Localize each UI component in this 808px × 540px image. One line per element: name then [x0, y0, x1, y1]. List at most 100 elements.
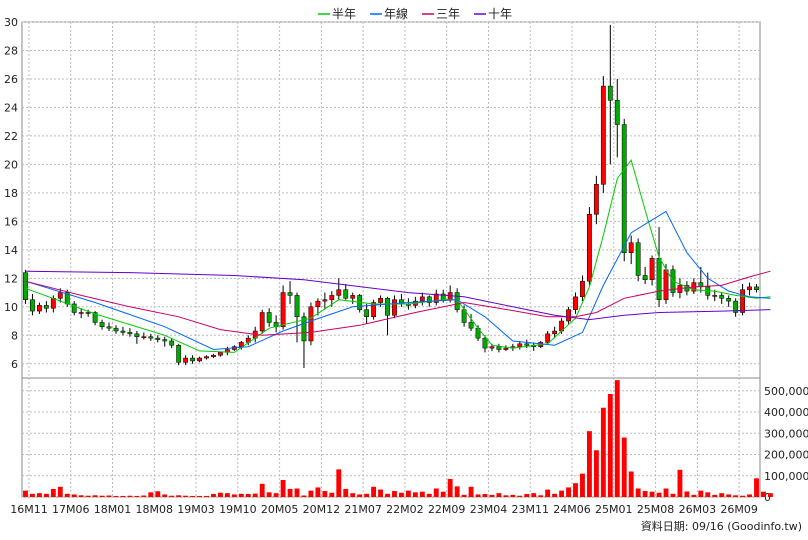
volume-bar	[489, 494, 495, 497]
legend-label: 十年	[488, 7, 512, 21]
candle-up	[747, 286, 752, 290]
candle-down	[71, 303, 77, 313]
volume-tick-label: 400,000	[764, 406, 808, 419]
volume-bar	[273, 493, 279, 497]
volume-bar	[197, 495, 202, 497]
candle-up	[141, 336, 147, 338]
volume-bar	[726, 494, 732, 497]
volume-bar	[531, 493, 537, 497]
ma-line-十年	[25, 270, 771, 321]
volume-bar	[120, 495, 126, 497]
volume-bar	[169, 495, 175, 497]
ma-line-三年	[25, 270, 771, 336]
candle-up	[593, 184, 599, 215]
volume-bar	[266, 492, 272, 497]
volume-bar	[113, 495, 119, 497]
x-tick-label: 21M07	[344, 503, 382, 516]
volume-tick-label: 100,000	[764, 470, 808, 483]
volume-bar	[524, 494, 530, 497]
volume-bar	[141, 495, 147, 497]
volume-bar	[57, 486, 63, 497]
volume-bar	[447, 478, 453, 497]
volume-bar	[419, 491, 425, 497]
volume-bar	[621, 437, 627, 497]
candle-up	[628, 242, 634, 253]
x-tick-label: 23M04	[470, 503, 508, 516]
volume-bar	[364, 493, 370, 497]
volume-tick-label: 200,000	[764, 449, 808, 462]
candle-up	[57, 292, 63, 299]
volume-bar	[85, 495, 91, 497]
volume-bar	[677, 469, 683, 497]
volume-bar	[224, 493, 230, 497]
volume-bar	[733, 495, 739, 497]
price-tick-label: 10	[4, 301, 18, 314]
volume-bar	[684, 491, 690, 497]
candle-up	[545, 333, 551, 343]
candle-down	[287, 292, 293, 296]
volume-bar	[761, 491, 766, 497]
candle-down	[127, 332, 133, 335]
price-tick-label: 26	[4, 73, 18, 86]
volume-bar	[378, 489, 383, 497]
volume-bar	[698, 490, 704, 497]
x-tick-label: 26M09	[720, 503, 758, 516]
price-tick-label: 22	[4, 130, 18, 143]
volume-bar	[71, 494, 77, 497]
volume-bar	[586, 431, 592, 497]
ma-line-年線	[25, 210, 771, 351]
candle-up	[238, 342, 244, 347]
volume-bar	[412, 492, 418, 497]
volume-bar	[747, 494, 752, 497]
candle-down	[635, 242, 641, 276]
volume-bar	[768, 493, 773, 497]
volume-bar	[308, 490, 314, 497]
candle-down	[607, 85, 613, 101]
x-tick-label: 18M08	[136, 503, 174, 516]
volume-bar	[642, 491, 648, 497]
candle-down	[426, 296, 432, 303]
candle-up	[259, 312, 265, 332]
x-tick-label: 20M05	[261, 503, 299, 516]
volume-tick-label: 500,000	[764, 385, 808, 398]
candle-up	[433, 293, 439, 303]
volume-bar	[176, 495, 182, 497]
volume-frame	[21, 377, 761, 498]
volume-bar	[510, 494, 516, 497]
candle-up	[503, 347, 509, 350]
candle-down	[190, 357, 195, 362]
price-tick-label: 28	[4, 44, 18, 57]
volume-bar	[238, 493, 244, 497]
volume-bar	[705, 492, 711, 497]
x-tick-label: 20M12	[303, 503, 341, 516]
candle-up	[378, 298, 383, 303]
volume-bar	[385, 493, 390, 497]
candle-up	[552, 330, 558, 335]
candle-down	[169, 340, 175, 346]
x-tick-label: 19M03	[177, 503, 215, 516]
volume-bar	[252, 493, 258, 497]
x-tick-label: 23M11	[511, 503, 549, 516]
price-tick-label: 14	[4, 244, 18, 257]
volume-bar	[475, 494, 481, 497]
candle-up	[350, 295, 356, 299]
candle-down	[134, 333, 140, 337]
volume-bar	[754, 478, 759, 497]
legend-label: 年線	[384, 6, 408, 21]
candle-up	[204, 356, 209, 359]
x-tick-label: 19M10	[219, 503, 257, 516]
volume-bar	[712, 494, 718, 497]
volume-bar	[50, 488, 56, 497]
volume-bar	[99, 495, 105, 497]
volume-bar	[30, 493, 35, 497]
candle-down	[614, 100, 620, 125]
volume-plot-area: 0 100,000 200,000 300,000 400,000 500,000	[21, 377, 808, 504]
x-tick-label: 25M08	[637, 503, 675, 516]
candle-down	[719, 295, 725, 299]
candle-up	[566, 309, 571, 322]
volume-bar	[371, 486, 377, 497]
volume-bar	[614, 380, 620, 497]
volume-bar	[517, 495, 523, 497]
volume-bar	[92, 495, 98, 497]
price-tick-label: 20	[4, 158, 18, 171]
